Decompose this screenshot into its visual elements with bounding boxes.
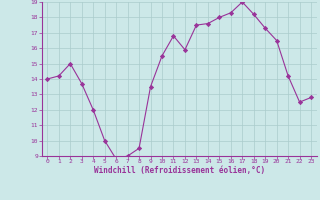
- X-axis label: Windchill (Refroidissement éolien,°C): Windchill (Refroidissement éolien,°C): [94, 166, 265, 175]
